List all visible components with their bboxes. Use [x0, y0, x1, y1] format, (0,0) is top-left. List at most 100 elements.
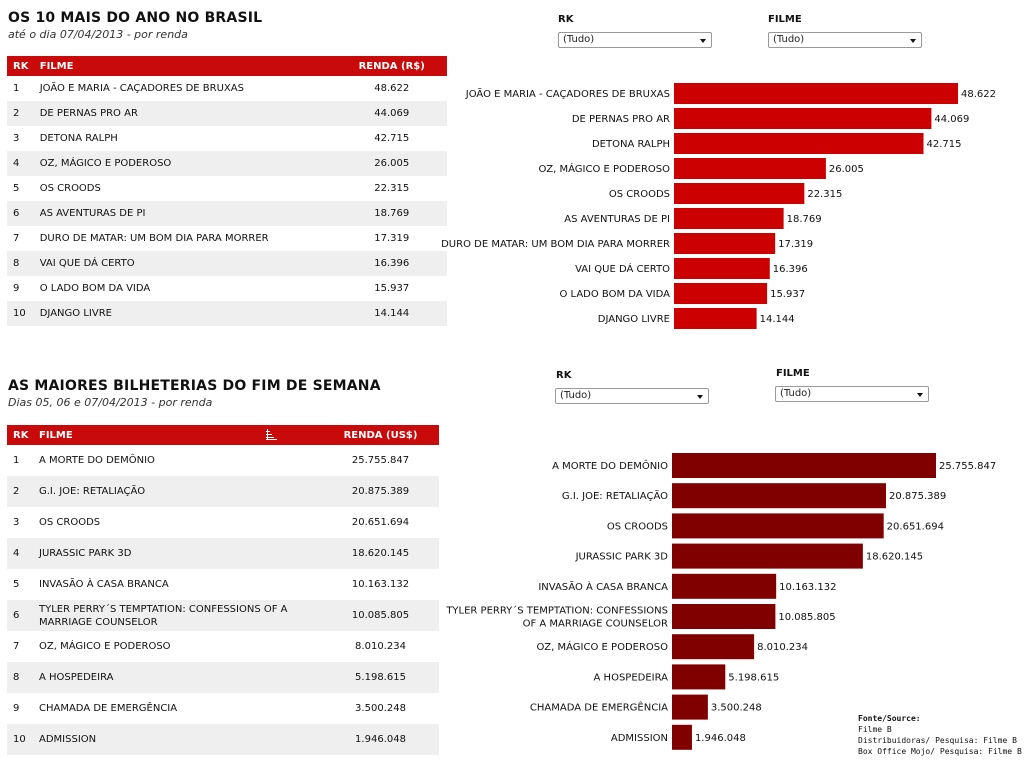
table-cell-film: DURO DE MATAR: UM BOM DIA PARA MORRER: [39, 233, 269, 244]
bar[interactable]: [672, 513, 884, 539]
bar[interactable]: [674, 108, 932, 129]
category-label: G.I. JOE: RETALIAÇÃO: [562, 489, 668, 502]
bar-value-label: 14.144: [760, 314, 795, 325]
table-cell-value: 14.144: [336, 301, 447, 326]
table-row[interactable]: 6 AS AVENTURAS DE PI 18.769: [7, 201, 447, 226]
table-row[interactable]: 3 OS CROODS 20.651.694: [7, 507, 439, 538]
table-row[interactable]: 1 JOÃO E MARIA - CAÇADORES DE BRUXAS 48.62…: [7, 76, 447, 101]
table-row[interactable]: 9 CHAMADA DE EMERGÊNCIA 3.500.248: [7, 693, 439, 724]
bar[interactable]: [674, 233, 776, 254]
bar-value-label: 18.620.145: [866, 552, 923, 563]
table-row[interactable]: 3 DETONA RALPH 42.715: [7, 126, 447, 151]
column-header-rk[interactable]: RK: [7, 425, 39, 445]
table-row[interactable]: 10 DJANGO LIVRE 14.144: [7, 301, 447, 326]
table-row[interactable]: 8 VAI QUE DÁ CERTO 16.396: [7, 251, 447, 276]
column-header-film[interactable]: FILME: [39, 425, 322, 445]
category-label: DE PERNAS PRO AR: [572, 114, 670, 125]
filter-rk-select[interactable]: (Tudo): [558, 32, 712, 48]
chevron-down-icon: [697, 395, 703, 399]
table-row[interactable]: 10 ADMISSION 1.946.048: [7, 724, 439, 755]
bar[interactable]: [674, 283, 768, 304]
table-cell-film: JURASSIC PARK 3D: [39, 538, 322, 569]
bar[interactable]: [674, 308, 757, 329]
filter-film-select[interactable]: (Tudo): [775, 386, 929, 402]
table-cell-value: 3.500.248: [355, 703, 406, 714]
ranking-table-weekend: RK FILME RENDA (US$) 1 A MORTE DO DEMÔNIO…: [7, 425, 439, 755]
column-header-revenue[interactable]: RENDA (US$): [322, 425, 439, 445]
category-label: VAI QUE DÁ CERTO: [575, 262, 670, 275]
filter-rk-select[interactable]: (Tudo): [555, 388, 709, 404]
bar[interactable]: [672, 724, 692, 750]
bar[interactable]: [672, 453, 936, 478]
column-header-revenue[interactable]: RENDA (R$): [336, 56, 447, 76]
table-header-row: RK FILME RENDA (US$): [7, 425, 439, 445]
bar[interactable]: [674, 83, 958, 104]
table-row[interactable]: 4 OZ, MÁGICO E PODEROSO 26.005: [7, 151, 447, 176]
table-row[interactable]: 4 JURASSIC PARK 3D 18.620.145: [7, 538, 439, 569]
bar[interactable]: [672, 664, 726, 690]
column-header-rk[interactable]: RK: [7, 56, 40, 76]
bar[interactable]: [674, 258, 770, 279]
bar[interactable]: [672, 604, 776, 629]
bar[interactable]: [674, 158, 826, 179]
table-cell-value: 18.769: [336, 201, 447, 226]
table-cell-value: 5.198.615: [322, 662, 439, 693]
table-cell-value: 20.875.389: [322, 476, 439, 507]
filter-film-select[interactable]: (Tudo): [768, 32, 922, 48]
table-cell-rank: 9: [13, 283, 20, 294]
filter-rk-label: RK: [558, 14, 574, 25]
filter-rk-value: (Tudo): [560, 390, 592, 401]
table-cell-value: 20.651.694: [351, 517, 410, 528]
table-cell-value: 15.937: [374, 283, 410, 294]
table-row[interactable]: 2 G.I. JOE: RETALIAÇÃO 20.875.389: [7, 476, 439, 507]
table-row[interactable]: 1 A MORTE DO DEMÔNIO 25.755.847: [7, 445, 439, 476]
table-row[interactable]: 7 DURO DE MATAR: UM BOM DIA PARA MORRER 17…: [7, 226, 447, 251]
bar[interactable]: [672, 483, 886, 509]
bar[interactable]: [674, 133, 924, 154]
table-row[interactable]: 2 DE PERNAS PRO AR 44.069: [7, 101, 447, 126]
bar[interactable]: [674, 183, 805, 204]
chevron-down-icon: [700, 39, 706, 43]
table-cell-value: 44.069: [336, 101, 447, 126]
table-cell-value: 16.396: [336, 251, 447, 276]
table-cell-rank: 6: [7, 201, 40, 226]
table-row[interactable]: 6 TYLER PERRY´S TEMPTATION: CONFESSIONS O…: [7, 600, 439, 631]
bar-value-label: 5.198.615: [728, 672, 779, 683]
table-cell-value: 10.163.132: [351, 579, 410, 590]
category-label: OZ, MÁGICO E PODEROSO: [538, 162, 670, 175]
bar-chart-weekend: 25.755.847 A MORTE DO DEMÔNIO 20.875.389 G.…: [445, 453, 996, 750]
column-header-film[interactable]: FILME: [39, 56, 337, 76]
table-cell-value: 48.622: [374, 83, 410, 94]
category-label: DJANGO LIVRE: [598, 314, 670, 325]
bar[interactable]: [672, 543, 863, 569]
sort-bars-icon[interactable]: [266, 429, 277, 440]
table-cell-film: TYLER PERRY´S TEMPTATION: CONFESSIONS OF…: [39, 600, 322, 631]
bar-value-label: 22.315: [807, 189, 842, 200]
table-cell-rank: 10: [7, 724, 39, 755]
table-cell-film: ADMISSION: [39, 724, 322, 755]
bar[interactable]: [672, 573, 777, 599]
bar[interactable]: [674, 208, 784, 229]
table-cell-film: DE PERNAS PRO AR: [39, 101, 337, 126]
table-cell-value: 18.620.145: [322, 538, 439, 569]
bar[interactable]: [672, 694, 708, 720]
table-cell-rank: 1: [13, 83, 20, 94]
source-note: Fonte/Source: Filme B Distribuidoras/ Pe…: [858, 713, 1022, 757]
table-cell-film: O LADO BOM DA VIDA: [39, 283, 151, 294]
table-row[interactable]: 5 INVASÃO À CASA BRANCA 10.163.132: [7, 569, 439, 600]
column-header-film-label: FILME: [39, 429, 73, 441]
chevron-down-icon: [917, 393, 923, 397]
table-cell-rank: 5: [13, 183, 20, 194]
bar-value-label: 20.875.389: [889, 491, 946, 502]
bar-value-label: 44.069: [934, 114, 969, 125]
category-label: JURASSIC PARK 3D: [575, 552, 669, 563]
section1-title: OS 10 MAIS DO ANO NO BRASIL: [8, 10, 263, 26]
table-row[interactable]: 9 O LADO BOM DA VIDA 15.937: [7, 276, 447, 301]
bar-value-label: 25.755.847: [939, 461, 996, 472]
table-cell-rank: 8: [7, 662, 39, 693]
table-row[interactable]: 7 OZ, MÁGICO E PODEROSO 8.010.234: [7, 631, 439, 662]
filter-film-value: (Tudo): [780, 388, 812, 399]
bar[interactable]: [672, 634, 755, 660]
table-row[interactable]: 5 OS CROODS 22.315: [7, 176, 447, 201]
